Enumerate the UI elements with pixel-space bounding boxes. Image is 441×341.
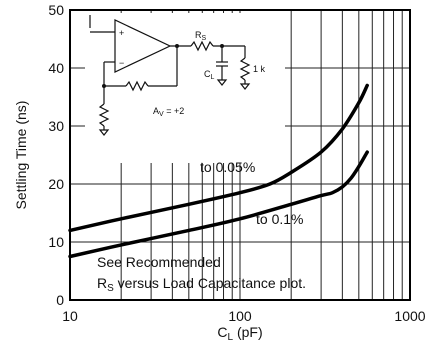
y-tick-label: 10 <box>48 234 64 250</box>
x-tick-label: 10 <box>62 308 78 324</box>
y-tick-label: 20 <box>48 176 64 192</box>
rs-resistor-symbol <box>190 40 214 52</box>
series-label-01: to 0.1% <box>256 211 303 227</box>
load-label: 1 k <box>253 64 266 74</box>
x-axis-title: CL (pF) <box>217 324 262 341</box>
cl-label: CL <box>204 69 215 81</box>
load-node-dot <box>220 44 224 48</box>
circuit-inset <box>89 15 251 136</box>
series-line-1 <box>68 150 369 259</box>
annotation-line-1: See Recommended <box>97 254 221 270</box>
op-amp-minus: − <box>119 58 124 68</box>
op-amp-plus: + <box>119 28 124 38</box>
y-tick-label: 50 <box>48 2 64 18</box>
x-tick-label: 1000 <box>394 308 425 324</box>
series-line-0 <box>68 83 369 233</box>
op-amp-symbol <box>114 19 172 73</box>
series-label-005: to 0.05% <box>200 159 255 175</box>
rg-resistor-symbol <box>98 103 110 127</box>
output-node-dot <box>175 44 179 48</box>
x-tick-label: 100 <box>228 308 252 324</box>
gain-label: AV = +2 <box>153 106 184 118</box>
inset-background <box>85 13 285 163</box>
feedback-node-dot <box>102 84 106 88</box>
y-tick-label: 0 <box>56 292 64 308</box>
y-tick-label: 30 <box>48 118 64 134</box>
cap-ground-symbol <box>216 79 228 86</box>
rf-resistor-symbol <box>125 80 149 92</box>
y-axis-title: Settling Time (ns) <box>13 101 29 210</box>
plot-frame <box>69 9 411 301</box>
rs-label: RS <box>195 30 207 42</box>
y-tick-label: 40 <box>48 60 64 76</box>
data-series <box>68 83 369 259</box>
load-resistor-symbol <box>239 57 251 81</box>
annotation-line-2: RS versus Load Capacitance plot. <box>97 275 306 294</box>
load-ground-symbol <box>239 83 251 90</box>
rg-ground-symbol <box>98 129 110 136</box>
